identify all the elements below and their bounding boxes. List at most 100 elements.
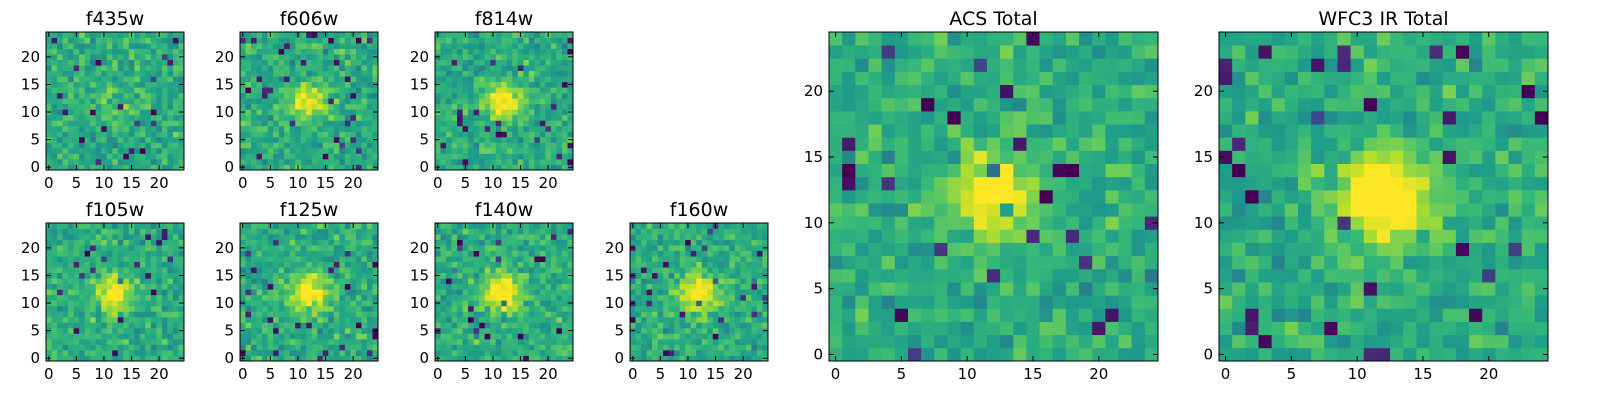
heatmap-cell	[311, 338, 318, 345]
heatmap-cell	[473, 136, 480, 143]
heatmap-cell	[550, 59, 557, 66]
heatmap-cell	[512, 153, 519, 160]
heatmap-cell	[506, 256, 513, 263]
heatmap-cell	[178, 223, 185, 229]
heatmap-cell	[333, 289, 340, 296]
heatmap-cell	[339, 256, 346, 263]
heatmap-cell	[84, 43, 91, 49]
heatmap-cell	[161, 65, 168, 72]
heatmap-cell	[161, 322, 168, 329]
heatmap-cell	[145, 245, 152, 251]
heatmap-cell	[79, 322, 86, 329]
heatmap-cell	[646, 245, 653, 251]
heatmap-cell	[539, 261, 546, 268]
heatmap-cell	[128, 131, 135, 138]
heatmap-cell	[273, 327, 280, 334]
heatmap-cell	[440, 76, 447, 83]
heatmap-cell	[289, 245, 296, 251]
heatmap-cell	[468, 316, 475, 323]
heatmap-cell	[95, 125, 102, 132]
heatmap-cell	[251, 250, 257, 257]
heatmap-cell	[350, 136, 357, 143]
heatmap-cell	[512, 283, 519, 290]
heatmap-cell	[451, 311, 458, 318]
heatmap-cell	[101, 158, 108, 165]
heatmap-cell	[90, 300, 97, 307]
heatmap-cell	[506, 278, 513, 285]
heatmap-cell	[756, 223, 763, 229]
heatmap-cell	[457, 87, 463, 94]
heatmap-cell	[473, 81, 480, 88]
heatmap-cell	[641, 294, 647, 301]
heatmap-cell	[657, 250, 664, 257]
heatmap-cell	[278, 81, 285, 88]
heatmap-cell	[751, 327, 758, 334]
heatmap-cell	[295, 114, 302, 121]
heatmap-cell	[284, 267, 291, 274]
heatmap-cell	[451, 142, 458, 149]
heatmap-cell	[561, 338, 568, 345]
heatmap-cell	[84, 322, 91, 329]
heatmap-cell	[457, 338, 463, 345]
heatmap-cell	[663, 245, 670, 251]
heatmap-cell	[95, 48, 102, 55]
heatmap-cell	[1105, 268, 1119, 283]
heatmap-cell	[262, 261, 268, 268]
heatmap-cell	[267, 300, 274, 307]
heatmap-cell	[134, 250, 141, 257]
heatmap-cell	[960, 242, 975, 257]
heatmap-cell	[561, 234, 568, 240]
heatmap-cell	[90, 355, 97, 362]
heatmap-cell	[251, 164, 257, 171]
heatmap-cell	[663, 305, 670, 312]
heatmap-cell	[484, 81, 491, 88]
heatmap-cell	[156, 349, 163, 356]
heatmap-cell	[435, 114, 441, 121]
heatmap-cell	[539, 294, 546, 301]
heatmap-cell	[73, 109, 80, 116]
heatmap-cell	[278, 43, 285, 49]
heatmap-cell	[84, 344, 91, 351]
heatmap-cell	[473, 59, 480, 66]
heatmap-cell	[46, 153, 52, 160]
x-tick-label: 5	[72, 365, 82, 383]
heatmap-cell	[729, 261, 736, 268]
heatmap-cell	[707, 294, 714, 301]
heatmap-cell	[123, 223, 130, 229]
heatmap-cell	[156, 289, 163, 296]
heatmap-cell	[333, 65, 340, 72]
heatmap-cell	[512, 239, 519, 246]
heatmap-cell	[1118, 229, 1133, 243]
heatmap-cell	[300, 142, 307, 149]
heatmap-cell	[106, 120, 113, 127]
heatmap-cell	[355, 54, 362, 60]
heatmap-cell	[317, 355, 324, 362]
heatmap-cell	[90, 261, 97, 268]
heatmap-cell	[273, 158, 280, 165]
heatmap-cell	[473, 109, 480, 116]
heatmap-cell	[117, 153, 124, 160]
heatmap-cell	[112, 48, 119, 55]
heatmap-cell	[256, 223, 263, 229]
heatmap-cell	[451, 316, 458, 323]
heatmap-cell	[51, 234, 58, 240]
heatmap-cell	[740, 316, 747, 323]
heatmap-cell	[473, 76, 480, 83]
heatmap-cell	[328, 234, 335, 240]
heatmap-cell	[556, 65, 563, 72]
heatmap-cell	[745, 234, 752, 240]
heatmap-cell	[128, 327, 135, 334]
heatmap-cell	[112, 338, 119, 345]
heatmap-cell	[539, 125, 546, 132]
heatmap-cell	[550, 261, 557, 268]
heatmap-cell	[46, 142, 52, 149]
heatmap-cell	[117, 158, 124, 165]
heatmap-cell	[123, 283, 130, 290]
heatmap-cell	[545, 338, 552, 345]
heatmap-cell	[451, 338, 458, 345]
heatmap-cell	[484, 98, 491, 105]
heatmap-cell	[468, 234, 475, 240]
heatmap-cell	[79, 114, 86, 121]
heatmap-cell	[506, 70, 513, 77]
